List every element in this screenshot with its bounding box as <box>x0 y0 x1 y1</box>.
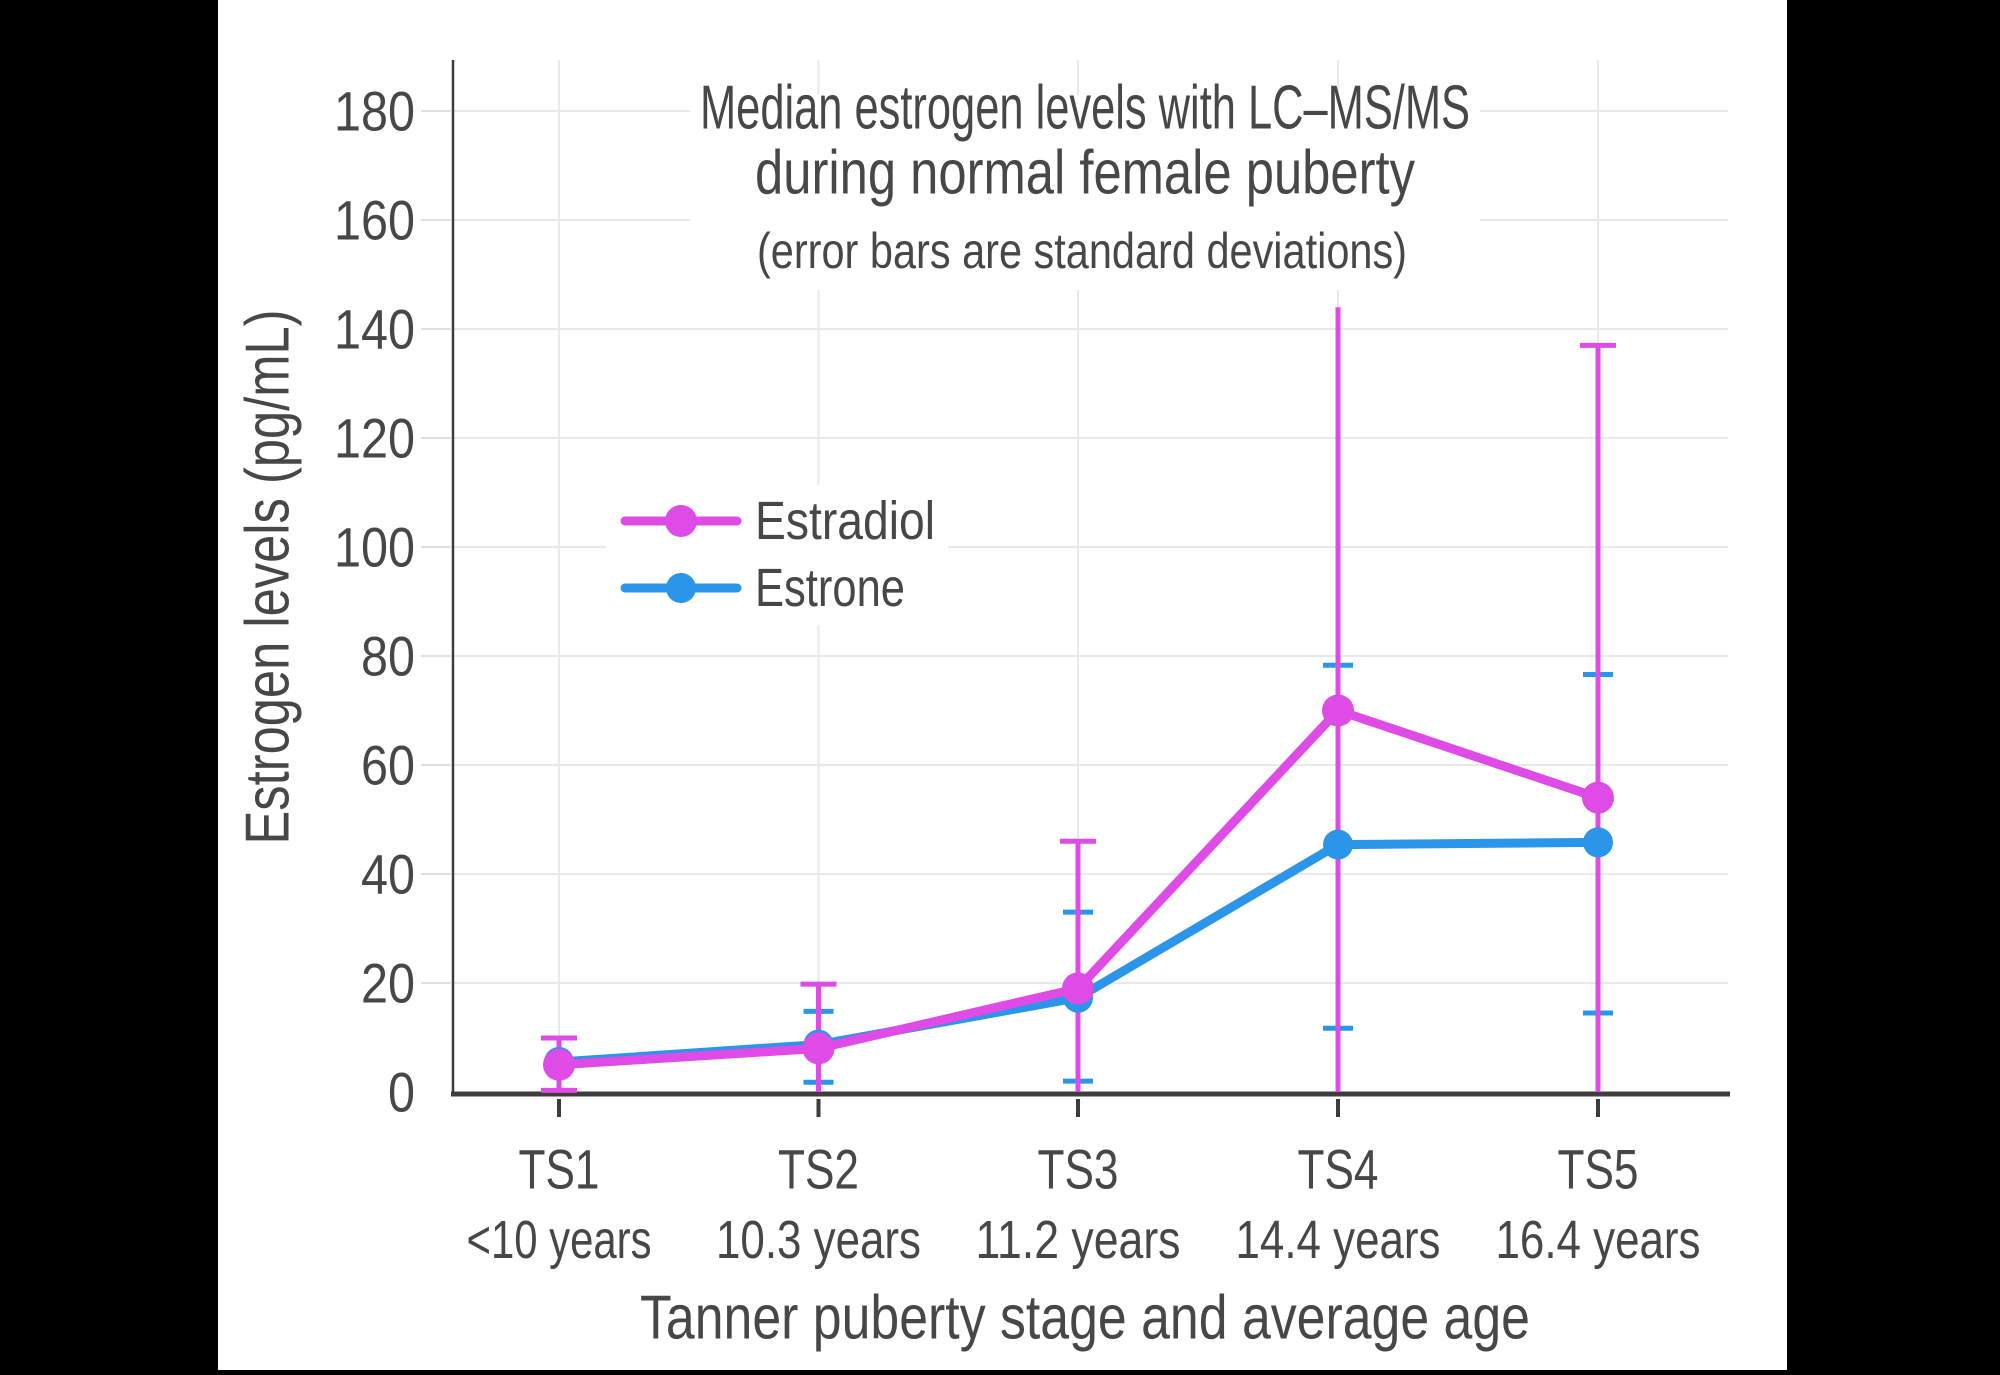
data-point-estradiol <box>1322 694 1354 727</box>
x-tick-sublabel: <10 years <box>467 1210 652 1270</box>
legend-swatch-marker-estrone <box>666 573 696 603</box>
data-point-estrone <box>1323 829 1353 860</box>
tick-label-layer: 0 20 40 60 80 100 120 140 160 180 TS1 TS2 TS3 TS4 TS5 <… <box>334 80 1701 1271</box>
legend: Estradiol Estrone <box>620 491 935 618</box>
y-tick-label: 80 <box>361 625 415 688</box>
y-tick-label: 100 <box>334 516 415 579</box>
data-point-estradiol <box>543 1048 575 1081</box>
y-tick-label: 180 <box>334 80 415 143</box>
x-tick-label: TS3 <box>1038 1138 1119 1201</box>
legend-item-estradiol[interactable]: Estradiol <box>620 491 935 551</box>
x-tick-sublabel: 14.4 years <box>1236 1210 1441 1270</box>
y-tick-label: 40 <box>361 843 415 906</box>
chart-title-line1: Median estrogen levels with LC–MS/MS <box>700 74 1470 143</box>
x-tick-label: TS2 <box>778 1138 859 1201</box>
data-point-estradiol <box>802 1032 835 1065</box>
legend-item-estrone[interactable]: Estrone <box>620 558 905 618</box>
y-tick-label: 60 <box>361 734 415 797</box>
x-tick-label: TS4 <box>1298 1138 1379 1201</box>
data-point-estrone <box>1583 827 1613 858</box>
x-tick-sublabel: 10.3 years <box>716 1210 921 1270</box>
x-tick-label: TS5 <box>1558 1138 1639 1201</box>
axis-layer <box>451 60 1730 1117</box>
y-tick-label: 120 <box>334 407 415 470</box>
chart-subtitle: (error bars are standard deviations) <box>757 223 1407 279</box>
y-axis-title: Estrogen levels (pg/mL) <box>234 310 303 845</box>
y-tick-label: 20 <box>361 952 415 1015</box>
title-backdrop <box>690 95 1480 290</box>
x-tick-label: TS1 <box>519 1138 600 1201</box>
legend-backdrop <box>606 485 948 625</box>
legend-swatch-marker-estradiol <box>665 505 697 537</box>
y-tick-label: 140 <box>334 298 415 361</box>
legend-label-estradiol: Estradiol <box>755 491 935 551</box>
legend-label-estrone: Estrone <box>755 558 905 618</box>
x-tick-sublabel: 16.4 years <box>1496 1210 1701 1270</box>
series-layer <box>541 307 1616 1093</box>
x-axis-title: Tanner puberty stage and average age <box>640 1284 1530 1353</box>
x-tick-sublabel: 11.2 years <box>976 1210 1181 1270</box>
y-tick-label: 0 <box>388 1061 415 1124</box>
data-point-estradiol <box>1062 972 1094 1005</box>
chart-title-line2: during normal female puberty <box>755 139 1415 208</box>
gridline-layer <box>421 60 1728 1092</box>
data-point-estradiol <box>1582 781 1614 814</box>
y-tick-label: 160 <box>334 189 415 252</box>
